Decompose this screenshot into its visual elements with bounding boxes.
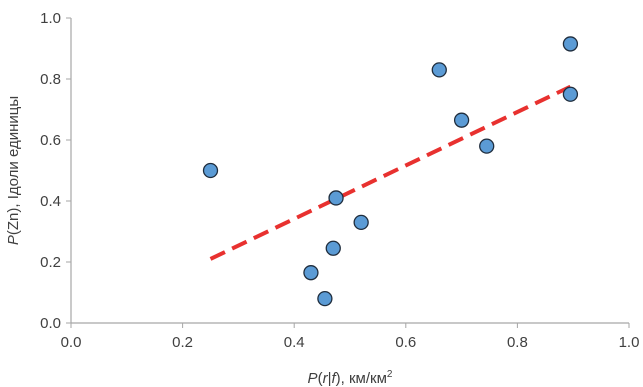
x-tick-label: 0.6 — [395, 334, 416, 351]
x-axis-label-part: | — [328, 370, 332, 387]
data-point — [328, 190, 344, 206]
y-axis-label: P(Zn), Iдоли единицы — [5, 96, 22, 245]
data-point — [562, 36, 579, 52]
x-tick-label: 0.4 — [284, 334, 305, 351]
data-point — [431, 62, 447, 78]
data-point — [353, 214, 369, 231]
data-point — [317, 290, 333, 307]
x-tick-label: 1.0 — [619, 334, 640, 351]
y-tick-label: 0.2 — [40, 254, 61, 271]
x-axis-label-part: f — [331, 370, 337, 387]
y-axis-label-part: (Zn), Iдоли единицы — [5, 96, 22, 235]
data-point — [562, 86, 579, 102]
x-tick-label: 0.2 — [172, 334, 193, 351]
y-tick-label: 0.0 — [40, 315, 61, 332]
y-tick-label: 0.4 — [40, 193, 61, 210]
x-axis-label-part: ( — [318, 370, 323, 387]
y-axis-label-part: P — [5, 235, 22, 245]
axes — [66, 17, 630, 328]
data-point — [303, 265, 319, 281]
trendline — [209, 84, 572, 261]
x-axis-label-part: P — [308, 370, 318, 387]
data-point — [202, 162, 219, 179]
x-axis-label-part: 2 — [387, 369, 393, 380]
y-tick-label: 0.6 — [40, 132, 61, 149]
x-tick-label: 0.8 — [507, 334, 528, 351]
trendline-group — [209, 84, 572, 261]
x-tick-labels: 0.0 0.2 0.4 0.6 0.8 1.0 — [61, 334, 640, 351]
x-axis-label: P(r|f), км/км2 — [308, 369, 393, 387]
x-axis-label-part: ), км/км — [336, 370, 387, 387]
data-point — [453, 112, 470, 128]
x-tick-label: 0.0 — [61, 334, 82, 351]
data-point — [479, 138, 495, 154]
y-tick-labels: 0.0 0.2 0.4 0.6 0.8 1.0 — [40, 10, 61, 332]
x-axis-label-part: r — [323, 370, 329, 387]
data-points — [202, 36, 579, 307]
y-tick-label: 0.8 — [40, 71, 61, 88]
y-tick-label: 1.0 — [40, 10, 61, 27]
data-point — [325, 240, 341, 256]
